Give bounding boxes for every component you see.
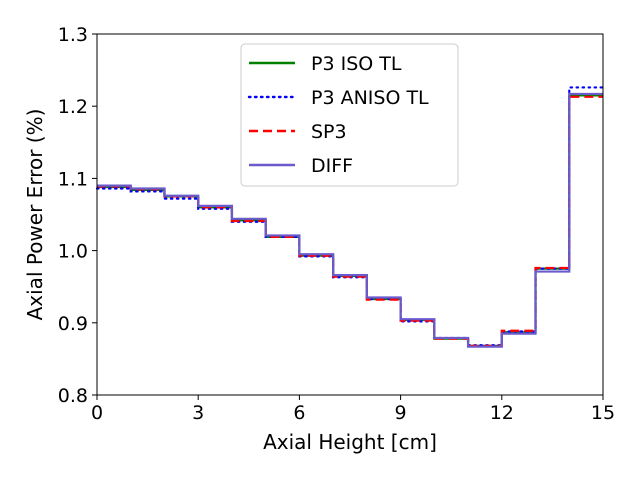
x-axis-label: Axial Height [cm] — [263, 430, 437, 454]
y-tick-label: 0.8 — [58, 385, 88, 407]
series-layer — [95, 86, 605, 348]
x-tick-label: 15 — [591, 402, 615, 424]
y-axis-label: Axial Power Error (%) — [23, 109, 47, 321]
y-tick-label: 0.9 — [58, 313, 88, 335]
x-tick-label: 0 — [91, 402, 103, 424]
legend-label-0: P3 ISO TL — [311, 53, 402, 75]
y-tick-label: 1.0 — [58, 241, 88, 263]
legend-label-2: SP3 — [311, 121, 347, 143]
y-tick-label: 1.1 — [58, 168, 88, 190]
x-tick-label: 9 — [395, 402, 407, 424]
legend-label-3: DIFF — [311, 155, 353, 177]
x-tick-label: 12 — [490, 402, 514, 424]
y-tick-label: 1.3 — [58, 24, 88, 46]
legend-label-1: P3 ANISO TL — [311, 87, 429, 109]
legend: P3 ISO TL P3 ANISO TL SP3 DIFF — [240, 43, 459, 187]
legend-box — [240, 43, 459, 187]
x-tick-label: 6 — [293, 402, 305, 424]
plot-frame — [96, 33, 604, 396]
series-line-3 — [97, 92, 603, 348]
x-tick-label: 3 — [192, 402, 204, 424]
ticks-layer: 0 3 6 9 12 15 0.8 0.9 1.0 1.1 1.2 1.3 — [58, 24, 615, 424]
y-tick-label: 1.2 — [58, 96, 88, 118]
